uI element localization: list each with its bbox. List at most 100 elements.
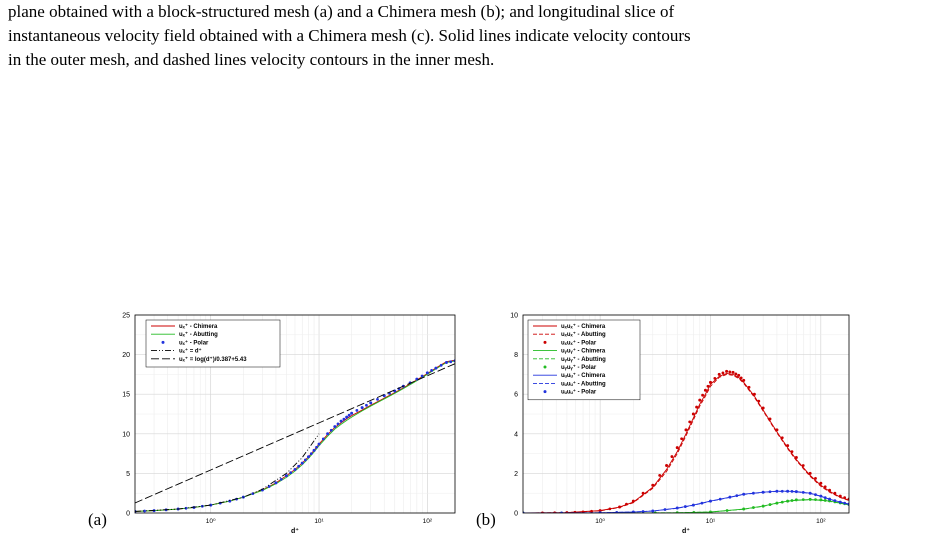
- data-point: [641, 510, 645, 513]
- x-axis-label: d⁺: [682, 527, 690, 535]
- plot-frame: [522, 314, 850, 514]
- data-point: [819, 494, 823, 498]
- data-point: [833, 491, 837, 495]
- data-point: [808, 471, 812, 475]
- data-point: [342, 417, 346, 421]
- data-point: [708, 499, 712, 503]
- data-point: [752, 491, 755, 495]
- data-point: [790, 499, 794, 502]
- data-point: [757, 399, 761, 403]
- data-point: [339, 419, 343, 423]
- data-point: [838, 494, 842, 498]
- data-point: [315, 445, 318, 449]
- plot-frame: [134, 314, 456, 514]
- data-point: [801, 491, 805, 494]
- data-point: [625, 502, 628, 506]
- data-point: [752, 392, 756, 396]
- data-point: [590, 509, 593, 513]
- data-point: [365, 403, 368, 407]
- data-point: [355, 409, 359, 412]
- data-point: [708, 510, 712, 513]
- data-point: [692, 511, 696, 513]
- data-point: [608, 507, 612, 511]
- data-point: [680, 437, 684, 441]
- data-point: [838, 500, 842, 504]
- data-point: [274, 481, 278, 485]
- x-tick-label: 10²: [816, 518, 826, 525]
- data-point: [184, 506, 188, 510]
- data-point: [823, 496, 827, 500]
- caption-line: in the outer mesh, and dashed lines velo…: [8, 50, 495, 69]
- data-point: [701, 393, 705, 397]
- data-point: [430, 369, 434, 372]
- data-point: [307, 455, 311, 459]
- y-tick-label: 25: [122, 313, 130, 320]
- y-tick-label: 20: [122, 352, 130, 359]
- y-tick-label: 15: [122, 392, 130, 399]
- legend-label: uₓ⁺ - Polar: [179, 339, 209, 346]
- legend-label: uᵧuᵧ⁺ - Chimera: [561, 348, 606, 355]
- data-point: [688, 420, 692, 424]
- data-point: [350, 411, 354, 415]
- data-point: [768, 417, 772, 421]
- legend-marker: [161, 340, 165, 344]
- series-line: [523, 373, 849, 513]
- data-point: [775, 428, 779, 432]
- series-line: [135, 360, 455, 512]
- caption-line: plane obtained with a block-structured m…: [8, 2, 675, 21]
- legend-label: uₓ⁺ - Abutting: [179, 331, 218, 338]
- data-point: [706, 384, 710, 388]
- data-point: [713, 376, 717, 380]
- data-point: [780, 489, 784, 493]
- data-point: [808, 491, 812, 495]
- data-point: [742, 492, 746, 496]
- data-point: [843, 501, 847, 505]
- data-point: [823, 499, 827, 502]
- y-tick-label: 5: [126, 471, 130, 478]
- data-point: [326, 432, 330, 436]
- y-tick-label: 10: [122, 431, 130, 438]
- legend-label: uₓ⁺ - Chimera: [179, 323, 218, 330]
- data-point: [209, 503, 213, 507]
- legend-label: uₓuₓ⁺ - Chimera: [561, 323, 606, 330]
- data-point: [312, 448, 316, 452]
- data-point: [369, 401, 373, 405]
- data-point: [775, 501, 779, 505]
- data-point: [735, 494, 739, 498]
- figure-caption: plane obtained with a block-structured m…: [8, 0, 944, 72]
- data-point: [581, 510, 585, 513]
- data-point: [737, 373, 741, 377]
- legend-label: uₓ⁺ = d⁺: [179, 348, 202, 355]
- data-point: [768, 490, 772, 494]
- data-point: [691, 412, 695, 416]
- data-point: [819, 481, 823, 485]
- data-point: [780, 436, 784, 440]
- x-tick-label: 10¹: [706, 518, 716, 525]
- legend-label: uᵤuᵤ⁺ - Polar: [561, 389, 597, 396]
- data-point: [828, 488, 832, 492]
- data-point: [360, 406, 364, 410]
- data-point: [675, 511, 679, 513]
- y-tick-label: 10: [510, 313, 518, 320]
- data-point: [775, 489, 779, 493]
- data-point: [321, 437, 325, 441]
- x-tick-label: 10⁰: [206, 518, 216, 525]
- legend-label: uᵤuᵤ⁺ - Abutting: [561, 380, 606, 387]
- data-point: [731, 370, 735, 374]
- data-point: [691, 503, 695, 507]
- data-point: [780, 500, 784, 504]
- legend-marker: [543, 365, 547, 369]
- data-point: [819, 498, 823, 502]
- panel-label-a: (a): [88, 510, 107, 529]
- data-point: [761, 490, 765, 494]
- legend-label: uₓ⁺ = log(d⁺)/0.387+5.43: [179, 356, 247, 363]
- data-point: [695, 405, 698, 409]
- data-point: [347, 413, 351, 417]
- data-point: [725, 369, 729, 373]
- x-tick-label: 10²: [423, 518, 433, 525]
- data-point: [742, 507, 746, 511]
- data-point: [663, 508, 667, 511]
- data-point: [297, 464, 301, 468]
- data-point: [683, 505, 687, 508]
